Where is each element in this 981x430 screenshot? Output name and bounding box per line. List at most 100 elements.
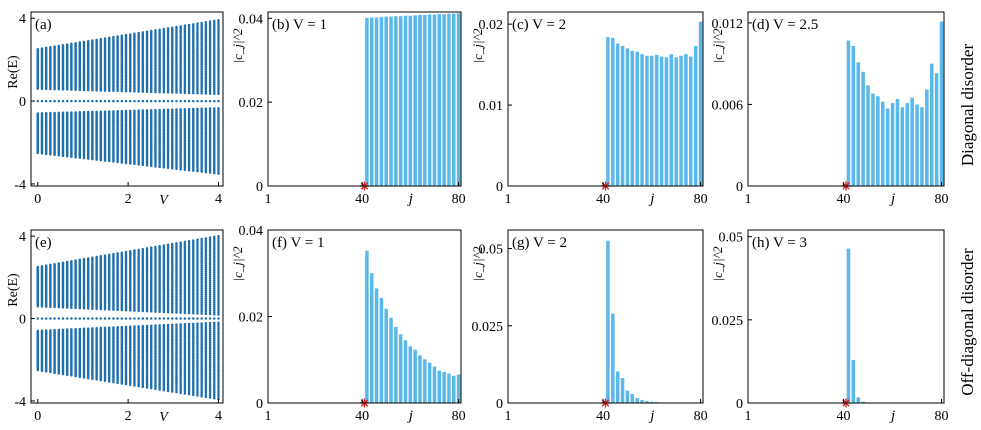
zero-mode-point xyxy=(74,317,77,320)
zero-mode-point xyxy=(112,99,115,103)
spectrum-point xyxy=(112,35,115,39)
bar-j72 xyxy=(437,14,442,186)
bar-j64 xyxy=(418,14,422,187)
bar-j50 xyxy=(625,48,630,186)
spectrum-point xyxy=(86,376,90,380)
x-tick-label: 1 xyxy=(745,192,752,207)
x-tick-label: 0 xyxy=(34,192,41,207)
spectrum-point xyxy=(61,43,65,47)
bar-j48 xyxy=(379,17,384,186)
spectrum-point xyxy=(208,171,212,174)
spectrum-point xyxy=(57,154,61,157)
zero-mode-point xyxy=(116,99,119,103)
x-axis-label: j xyxy=(889,191,895,207)
bar-j52 xyxy=(871,93,875,186)
spectrum-point xyxy=(40,265,44,268)
bar-j80 xyxy=(939,21,944,186)
zero-mode-point xyxy=(217,99,220,103)
zero-mode-point xyxy=(95,317,98,320)
spectrum-point xyxy=(70,260,73,263)
spectrum-point xyxy=(74,41,77,45)
spectrum-point xyxy=(204,170,208,174)
zero-mode-point xyxy=(53,99,56,103)
spectrum-point xyxy=(49,153,52,156)
bar-j56 xyxy=(880,101,885,186)
spectrum-point xyxy=(213,19,216,23)
zero-mode-point xyxy=(61,317,65,320)
zero-mode-point xyxy=(95,99,98,103)
zero-mode-point xyxy=(65,317,69,320)
y-tick-label: 0.02 xyxy=(239,96,264,111)
spectrum-point xyxy=(171,167,174,170)
spectrum-point xyxy=(91,256,94,259)
zero-mode-point xyxy=(175,99,178,103)
spectrum-point xyxy=(133,32,136,36)
spectrum-point xyxy=(49,263,52,267)
bar-j70 xyxy=(432,14,437,187)
zero-mode-point xyxy=(192,99,195,103)
spectrum-point xyxy=(65,373,69,376)
spectrum-point xyxy=(116,160,119,164)
bar-j68 xyxy=(910,97,914,186)
spectrum-point xyxy=(86,157,90,160)
spectrum-point xyxy=(65,154,69,158)
spectrum-point xyxy=(107,36,111,40)
spectrum-point xyxy=(49,46,52,49)
y-tick-label: 4 xyxy=(19,12,26,27)
zero-mode-point xyxy=(86,99,90,103)
spectrum-point xyxy=(107,159,111,163)
bar-j76 xyxy=(929,63,934,186)
bar-j60 xyxy=(408,15,413,186)
spectrum-point xyxy=(36,48,40,51)
bar-j44 xyxy=(369,17,374,186)
bar-j56 xyxy=(640,54,644,186)
bar-j68 xyxy=(669,54,674,186)
spectrum-point xyxy=(204,21,208,24)
spectrum-point xyxy=(44,46,48,50)
zero-mode-point xyxy=(179,99,182,103)
bar-j80 xyxy=(698,21,703,187)
spectrum-point xyxy=(95,158,98,161)
spectrum-point xyxy=(91,39,94,42)
y-tick-label: 0.006 xyxy=(712,98,744,113)
spectrum-point xyxy=(141,31,145,34)
bar-j76 xyxy=(689,56,693,186)
spectrum-point xyxy=(162,27,166,31)
spectrum-point xyxy=(179,25,182,28)
spectrum-point xyxy=(175,167,178,171)
spectrum-point xyxy=(53,262,56,266)
spectrum-point xyxy=(217,172,220,175)
x-tick-label: 4 xyxy=(215,192,222,207)
spectrum-point xyxy=(36,368,40,372)
spectrum-point xyxy=(57,372,61,375)
x-tick-label: 2 xyxy=(125,192,132,207)
spectrum-point xyxy=(86,39,90,43)
spectrum-point xyxy=(183,168,187,171)
zero-mode-point xyxy=(187,99,191,103)
spectrum-point xyxy=(82,156,86,160)
y-tick-label: 0.04 xyxy=(239,12,264,27)
spectrum-point xyxy=(49,370,52,374)
x-tick-label: 1 xyxy=(505,192,512,207)
bar-j74 xyxy=(684,54,688,186)
zero-mode-point xyxy=(99,99,103,103)
zero-mode-point xyxy=(36,99,40,103)
zero-mode-point xyxy=(128,99,132,103)
spectrum-point xyxy=(162,166,166,169)
spectrum-point xyxy=(103,37,107,40)
x-tick-label: 40 xyxy=(596,192,610,207)
spectrum-point xyxy=(78,156,82,159)
spectrum-point xyxy=(120,161,124,164)
spectrum-point xyxy=(53,45,56,48)
y-tick-label: 0 xyxy=(256,180,263,195)
spectrum-point xyxy=(187,168,191,172)
spectrum-point xyxy=(95,378,98,381)
x-tick-label: 40 xyxy=(355,192,369,207)
spectrum-point xyxy=(154,165,157,168)
spectrum-point xyxy=(74,374,77,378)
bar-j68 xyxy=(427,14,432,187)
spectrum-point xyxy=(145,30,149,34)
spectrum-point xyxy=(65,43,69,46)
spectrum-point xyxy=(196,169,199,173)
